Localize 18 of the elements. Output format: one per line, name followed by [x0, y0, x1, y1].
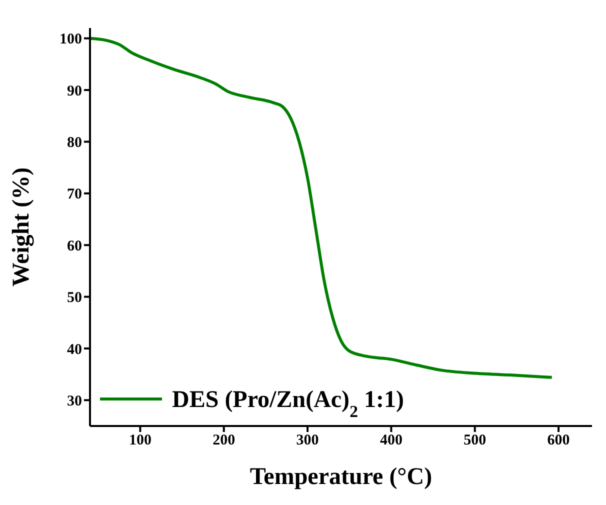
- x-tick-label: 200: [212, 432, 236, 449]
- y-tick-label: 80: [67, 135, 82, 152]
- y-tick-label: 30: [67, 393, 82, 410]
- x-tick-label: 600: [547, 432, 570, 449]
- y-tick-label: 40: [67, 342, 82, 358]
- line-series: [90, 36, 554, 379]
- x-tick-label: 500: [464, 432, 486, 449]
- x-tick-label: 400: [380, 432, 402, 449]
- x-tick-label: 300: [296, 432, 319, 449]
- legend-label: DES (Pro/Zn(Ac)$_{2}$ 1:1): [172, 387, 404, 420]
- y-tick-label: 100: [60, 32, 82, 48]
- x-axis-title: Temperature (°C): [250, 464, 432, 490]
- y-tick-label: 70: [67, 186, 82, 203]
- x-tick-label: 100: [128, 432, 152, 449]
- y-tick-label: 50: [67, 290, 82, 306]
- y-tick-label: 90: [67, 83, 82, 100]
- y-axis-title: Weight (%): [8, 167, 35, 287]
- y-tick-label: 60: [67, 238, 82, 254]
